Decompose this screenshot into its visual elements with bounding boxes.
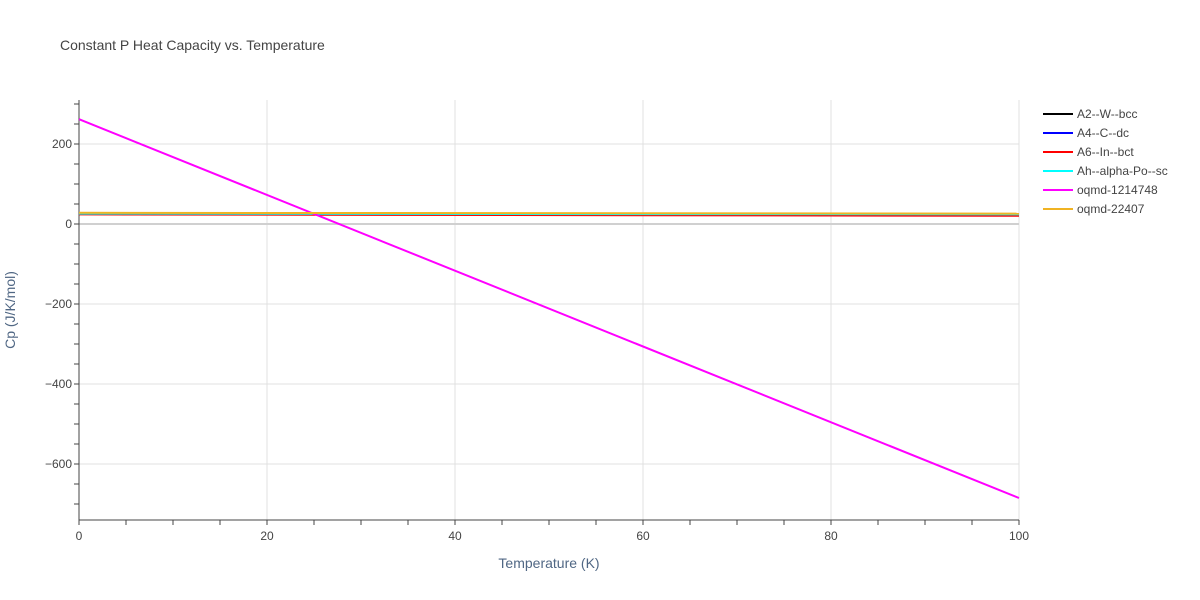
x-axis-title: Temperature (K) xyxy=(498,555,599,571)
y-tick-label: −200 xyxy=(45,297,72,311)
legend-item[interactable]: A6--In--bct xyxy=(1043,145,1134,159)
axes: 0 20 40 60 80 100 −600 −400 −200 0 200 xyxy=(45,100,1029,543)
legend-label: Ah--alpha-Po--sc xyxy=(1077,164,1168,178)
chart-title: Constant P Heat Capacity vs. Temperature xyxy=(60,37,325,53)
y-tick-label: 0 xyxy=(65,217,72,231)
x-tick-label: 100 xyxy=(1009,529,1029,543)
legend-item[interactable]: oqmd-1214748 xyxy=(1043,183,1158,197)
x-tick-label: 80 xyxy=(824,529,838,543)
grid xyxy=(79,100,1020,520)
legend-label: oqmd-22407 xyxy=(1077,202,1145,216)
plot-area xyxy=(78,118,1020,499)
y-tick-label: 200 xyxy=(52,137,72,151)
legend-label: A2--W--bcc xyxy=(1077,107,1137,121)
legend-item[interactable]: A4--C--dc xyxy=(1043,126,1129,140)
x-tick-label: 60 xyxy=(636,529,650,543)
legend-item[interactable]: oqmd-22407 xyxy=(1043,202,1145,216)
series-line-oqmd-1214748[interactable] xyxy=(78,118,1020,499)
legend-label: oqmd-1214748 xyxy=(1077,183,1158,197)
x-tick-label: 40 xyxy=(448,529,462,543)
legend-item[interactable]: A2--W--bcc xyxy=(1043,107,1137,121)
x-tick-label: 20 xyxy=(260,529,274,543)
legend-label: A6--In--bct xyxy=(1077,145,1134,159)
y-tick-label: −600 xyxy=(45,457,72,471)
series-line-oqmd-22407[interactable] xyxy=(78,211,1020,215)
y-tick-label: −400 xyxy=(45,377,72,391)
x-tick-label: 0 xyxy=(76,529,83,543)
legend-item[interactable]: Ah--alpha-Po--sc xyxy=(1043,164,1168,178)
legend-label: A4--C--dc xyxy=(1077,126,1129,140)
y-axis-title: Cp (J/K/mol) xyxy=(2,271,18,349)
legend[interactable]: A2--W--bcc A4--C--dc A6--In--bct Ah--alpha-… xyxy=(1043,107,1168,216)
